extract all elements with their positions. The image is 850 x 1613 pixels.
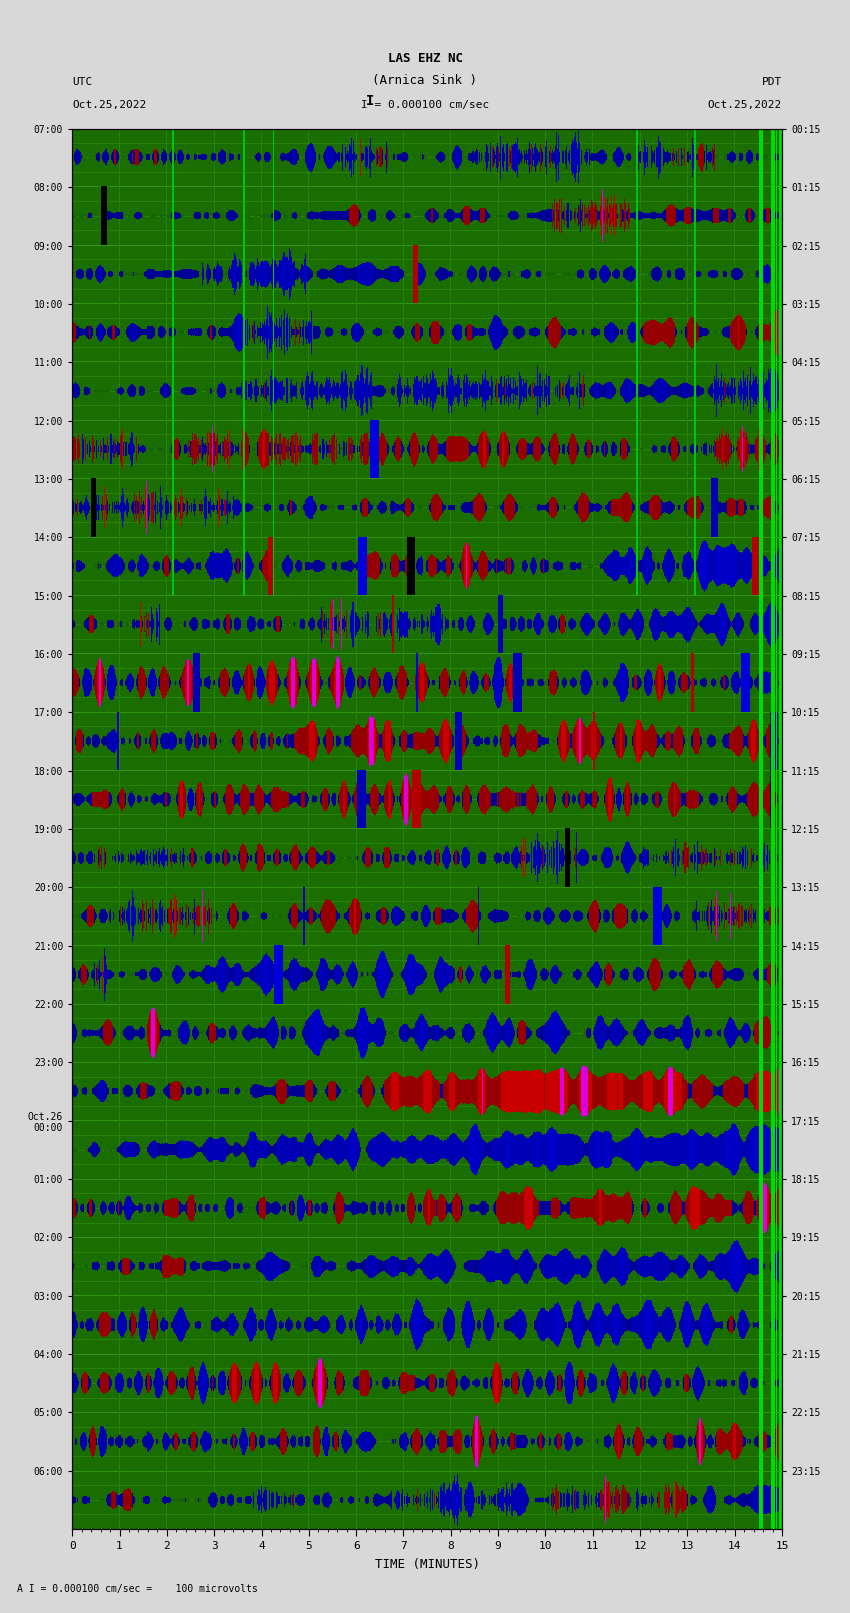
Text: I = 0.000100 cm/sec: I = 0.000100 cm/sec [361, 100, 489, 110]
Text: Oct.25,2022: Oct.25,2022 [708, 100, 782, 110]
Text: (Arnica Sink ): (Arnica Sink ) [372, 74, 478, 87]
Text: Oct.25,2022: Oct.25,2022 [72, 100, 146, 110]
Text: LAS EHZ NC: LAS EHZ NC [388, 52, 462, 65]
Text: UTC: UTC [72, 77, 93, 87]
X-axis label: TIME (MINUTES): TIME (MINUTES) [375, 1558, 479, 1571]
Text: I: I [366, 94, 374, 108]
Text: A I = 0.000100 cm/sec =    100 microvolts: A I = 0.000100 cm/sec = 100 microvolts [17, 1584, 258, 1594]
Text: PDT: PDT [762, 77, 782, 87]
